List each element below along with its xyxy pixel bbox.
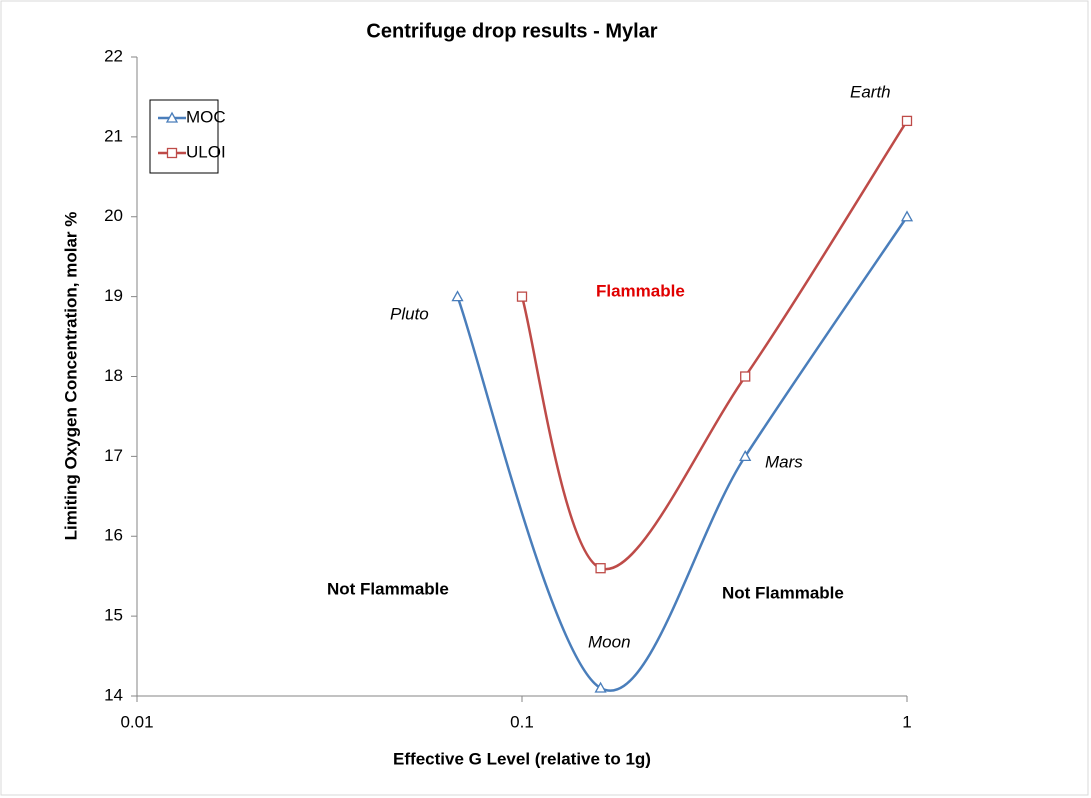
marker (739, 450, 752, 462)
x-axis-label: Effective G Level (relative to 1g) (393, 749, 651, 768)
marker (595, 563, 606, 574)
y-axis-label: Limiting Oxygen Concentration, molar % (61, 212, 80, 541)
chart-title: Centrifuge drop results - Mylar (366, 20, 657, 42)
legend-label: ULOI (186, 142, 226, 161)
marker (165, 111, 179, 123)
y-tick-label: 21 (104, 126, 123, 145)
y-tick-label: 17 (104, 446, 123, 465)
x-tick-label: 0.1 (510, 712, 534, 731)
annotation: Not Flammable (722, 583, 844, 602)
marker (900, 210, 914, 222)
marker (451, 290, 464, 302)
annotation: Not Flammable (327, 579, 449, 598)
x-tick-label: 1 (902, 712, 911, 731)
y-tick-label: 22 (104, 46, 123, 65)
marker (740, 371, 751, 382)
marker (901, 115, 913, 127)
marker (166, 147, 178, 159)
annotation: Mars (765, 452, 803, 471)
y-tick-label: 18 (104, 366, 123, 385)
y-tick-label: 20 (104, 206, 123, 225)
y-tick-label: 16 (104, 526, 123, 545)
annotation: Flammable (596, 281, 685, 300)
y-tick-label: 19 (104, 286, 123, 305)
legend-box (149, 99, 219, 174)
y-tick-label: 14 (104, 685, 123, 704)
marker (594, 681, 607, 693)
annotation: Earth (850, 82, 891, 101)
marker (516, 291, 528, 302)
x-tick-label: 0.01 (120, 712, 153, 731)
series-line (520, 120, 909, 571)
series-line (456, 216, 909, 692)
legend-label: MOC (186, 107, 226, 126)
y-tick-label: 15 (104, 606, 123, 625)
annotation: Moon (588, 632, 631, 651)
annotation: Pluto (390, 304, 429, 323)
